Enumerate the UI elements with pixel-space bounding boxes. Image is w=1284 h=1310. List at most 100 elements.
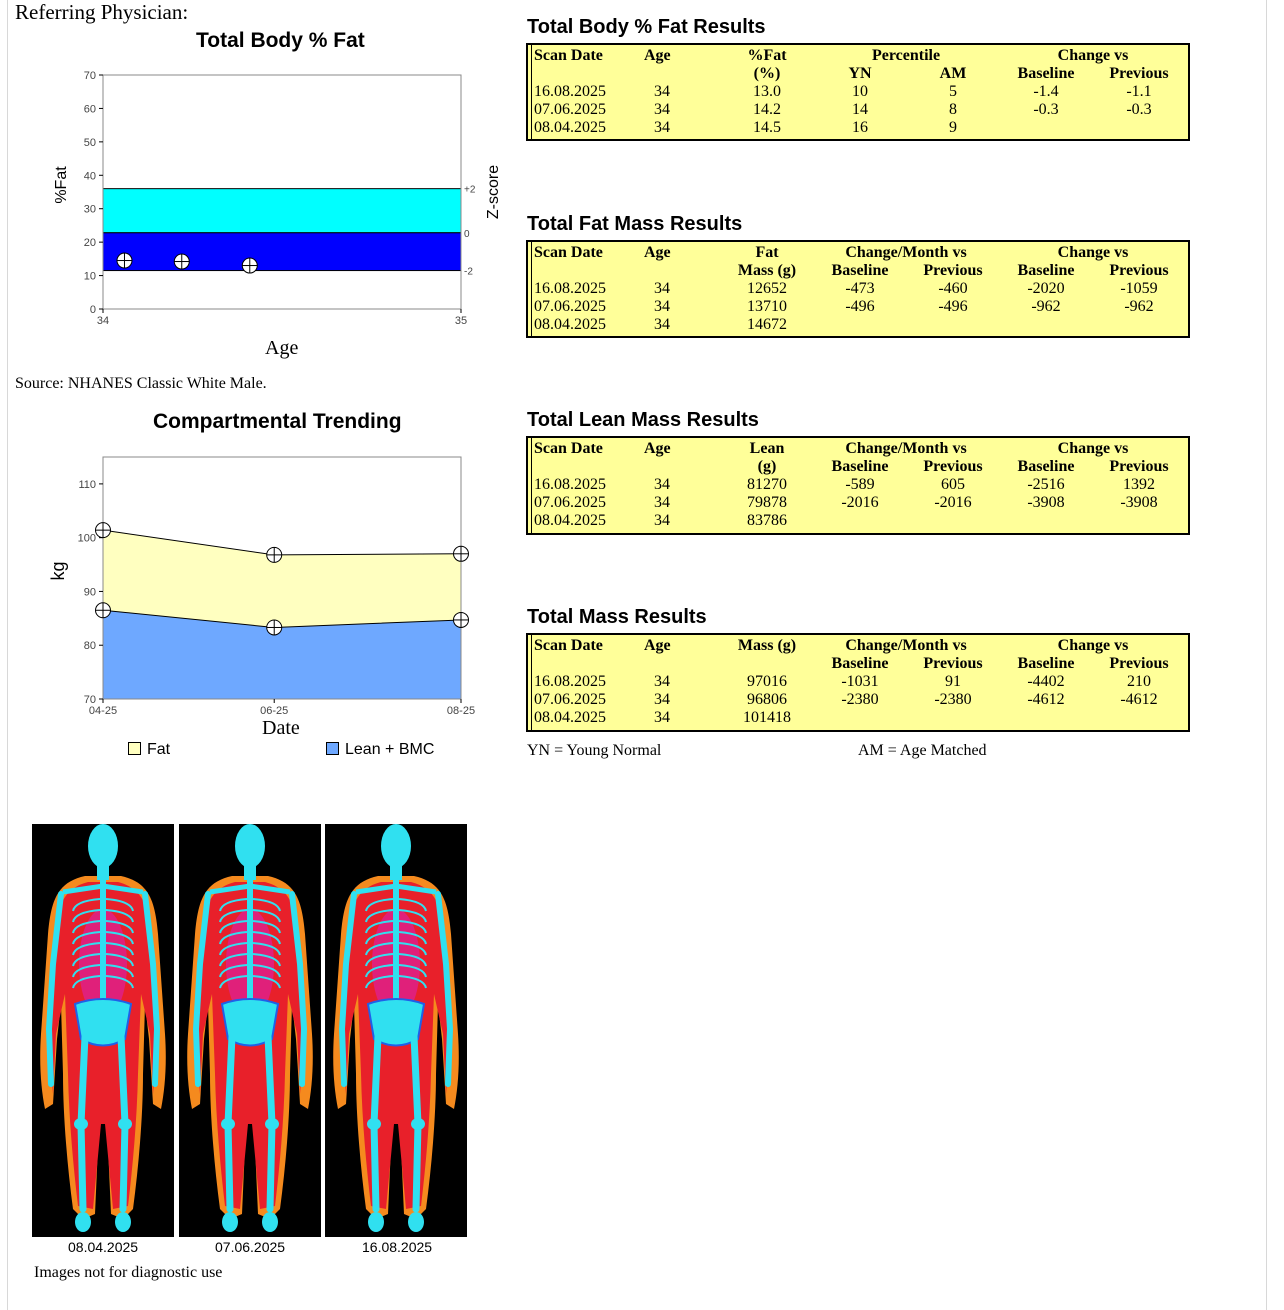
rib-left <box>72 920 101 934</box>
foot-right <box>408 1212 424 1232</box>
rib-right <box>398 920 427 934</box>
data-point-total <box>453 545 469 562</box>
legend-fat-label: Fat <box>147 741 171 758</box>
total-mass-table: Scan Date Age Mass (g) Change/Month vs B… <box>526 633 1190 732</box>
y-tick-label: 60 <box>84 103 96 115</box>
rib-left <box>219 964 248 978</box>
cell-previous: -0.3 <box>1126 101 1152 118</box>
rib-right <box>252 975 281 989</box>
plot-frame <box>102 74 462 310</box>
col-age: Age <box>644 440 671 457</box>
col-age: Age <box>644 637 671 654</box>
fat-chart-zlabel: Z-score <box>485 165 502 219</box>
rib-right <box>105 931 134 945</box>
cell-cm-previous: -496 <box>938 298 968 315</box>
rib-right <box>398 898 427 912</box>
col-change-month: Change/Month vs <box>845 244 967 261</box>
rib-left <box>72 898 101 912</box>
knee-right <box>265 1118 279 1130</box>
pct-fat-title: Total Body % Fat Results <box>527 16 766 38</box>
image-date-3: 16.08.2025 <box>362 1239 433 1255</box>
y-tick-label: 100 <box>78 533 96 545</box>
rib-right <box>398 964 427 978</box>
cell-fat: 13.0 <box>753 83 781 100</box>
cell-am: 8 <box>949 101 957 118</box>
dxa-image-3 <box>325 824 467 1237</box>
trend-chart-xlabel: Date <box>262 717 300 739</box>
rib-left <box>219 953 248 967</box>
image-date-2: 07.06.2025 <box>215 1239 286 1255</box>
rib-right <box>252 909 281 923</box>
table-rule <box>531 635 532 730</box>
cell-age: 34 <box>654 101 670 118</box>
col-baseline: Baseline <box>1017 458 1075 475</box>
neck <box>244 866 256 880</box>
footnote-yn: YN = Young Normal <box>527 742 662 759</box>
spine <box>100 880 106 1010</box>
col-cm-baseline: Baseline <box>831 262 889 279</box>
cell-baseline: -4612 <box>1027 691 1065 708</box>
arm-bone-right <box>142 891 161 1087</box>
rib-right <box>105 942 134 956</box>
col-baseline: Baseline <box>1017 655 1075 672</box>
y-tick-label: 10 <box>84 271 96 283</box>
y-tick-label: 70 <box>84 70 96 82</box>
fat-chart-xlabel: Age <box>265 337 299 359</box>
col-mass: Mass (g) <box>737 637 797 654</box>
col-cm-previous: Previous <box>923 262 983 279</box>
col-cm-previous: Previous <box>923 458 983 475</box>
foot-right <box>115 1212 131 1232</box>
cell-age: 34 <box>654 280 670 297</box>
cell-previous: 1392 <box>1123 476 1155 493</box>
cell-date: 16.08.2025 <box>534 83 606 100</box>
cell-cm-baseline: -1031 <box>841 673 879 690</box>
y-tick-label: 90 <box>84 586 96 598</box>
skull <box>381 824 411 868</box>
foot-right <box>262 1212 278 1232</box>
col-scan-date: Scan Date <box>534 47 603 64</box>
cell-date: 08.04.2025 <box>534 119 606 136</box>
col-change: Change vs <box>1057 244 1129 261</box>
cell-date: 07.06.2025 <box>534 298 606 315</box>
pct-fat-table: Scan Date Age %Fat (%) Percentile YN AM … <box>526 43 1190 141</box>
fat-chart-title: Total Body % Fat <box>196 29 365 52</box>
knee-right <box>411 1118 425 1130</box>
data-point-total <box>95 522 111 539</box>
clavicles <box>209 883 291 895</box>
rib-right <box>398 931 427 945</box>
cell-previous: -3908 <box>1120 494 1158 511</box>
rib-right <box>252 931 281 945</box>
col-mass: Fat <box>755 244 779 261</box>
cell-previous: -962 <box>1124 298 1154 315</box>
cell-fat: 14.2 <box>753 101 781 118</box>
cell-date: 08.04.2025 <box>534 512 606 529</box>
cell-age: 34 <box>654 512 670 529</box>
arm-bone-right <box>435 891 454 1087</box>
cell-cm-baseline: -2380 <box>841 691 879 708</box>
knee-right <box>118 1118 132 1130</box>
y-tick-label: 80 <box>84 640 96 652</box>
rib-left <box>365 931 394 945</box>
col-change: Change vs <box>1057 637 1129 654</box>
rib-left <box>365 964 394 978</box>
cell-date: 08.04.2025 <box>534 709 606 726</box>
lean-mass-title: Total Lean Mass Results <box>527 409 759 431</box>
cell-yn: 14 <box>852 101 868 118</box>
cell-age: 34 <box>654 691 670 708</box>
spine <box>393 880 399 1010</box>
col-fat-unit: (%) <box>753 65 781 82</box>
area-lean <box>103 610 461 699</box>
fat-mass-table: Scan Date Age Fat Mass (g) Change/Month … <box>526 240 1190 338</box>
clavicles <box>62 883 144 895</box>
cell-previous: -1.1 <box>1126 83 1152 100</box>
z-tick-label: 0 <box>464 229 470 240</box>
cell-cm-baseline: -589 <box>845 476 875 493</box>
dxa-image-1 <box>32 824 174 1237</box>
cell-age: 34 <box>654 673 670 690</box>
col-scan-date: Scan Date <box>534 440 603 457</box>
data-point-lean <box>95 602 111 619</box>
rib-left <box>72 964 101 978</box>
cell-age: 34 <box>654 316 670 333</box>
rib-right <box>105 975 134 989</box>
cell-cm-previous: -460 <box>938 280 968 297</box>
